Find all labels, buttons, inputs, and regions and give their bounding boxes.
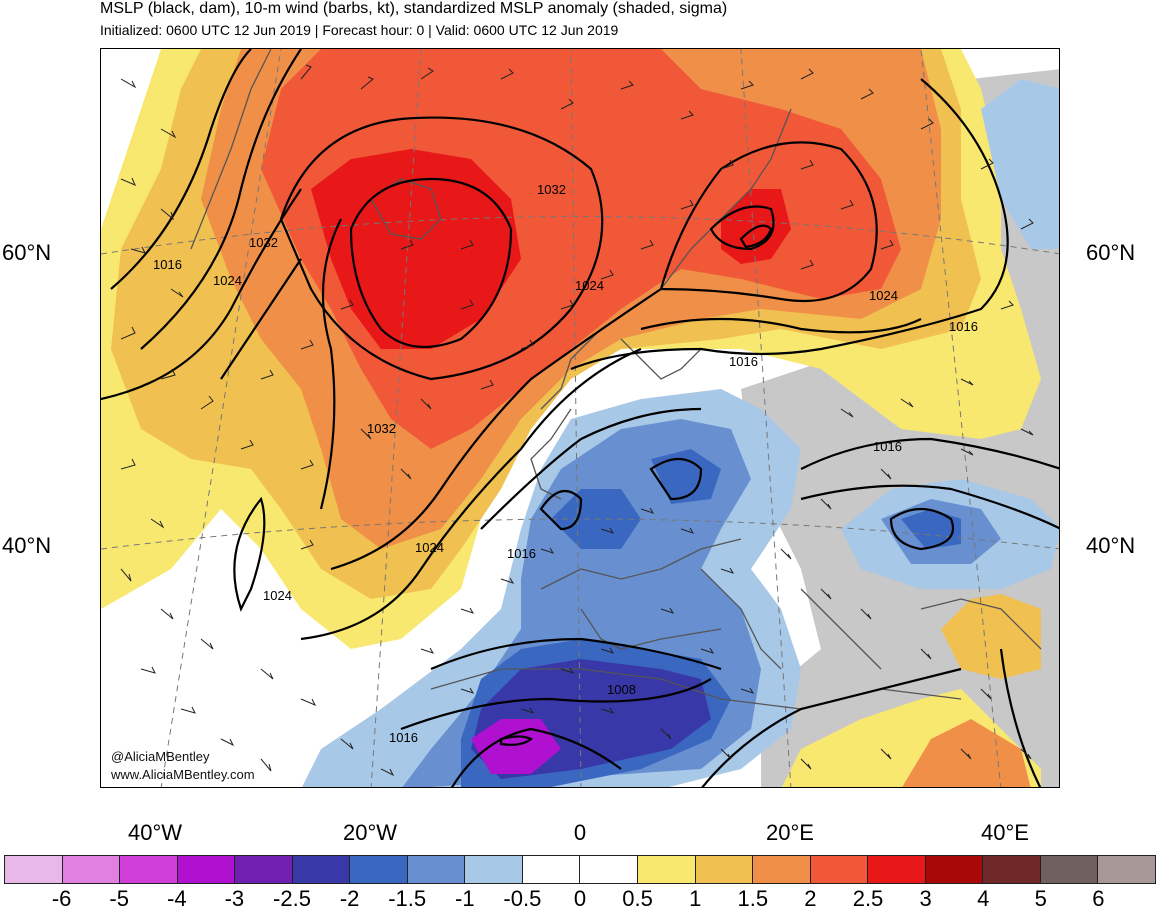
anomaly-neg-1.5-east — [901, 509, 961, 549]
colorbar-swatch — [349, 855, 407, 884]
colorbar-tick-label: 0 — [573, 886, 587, 911]
contour-label: 1024 — [213, 273, 242, 288]
contour-label: 1016 — [949, 319, 978, 334]
lat-label-right-40: 40°N — [1086, 533, 1136, 558]
map-panel: 1016 1024 1032 1032 1032 1024 1024 1016 … — [100, 48, 1060, 788]
contour-labels: 1016 1024 1032 1032 1032 1024 1024 1016 … — [153, 182, 978, 745]
lat-label-right-60: 60°N — [1086, 240, 1136, 265]
lon-label-20e: 20°E — [766, 820, 814, 845]
colorbar-swatch — [694, 855, 753, 884]
colorbar-tick-label: 2 — [804, 886, 817, 911]
contour-label: 1032 — [249, 235, 278, 250]
colorbar-tick-label: 2.5 — [852, 886, 884, 911]
lon-label-40w: 40°W — [127, 820, 183, 845]
colorbar-swatch — [982, 855, 1040, 884]
graticule — [101, 49, 1059, 787]
colorbar-swatch — [867, 855, 925, 884]
colorbar-tick-label: -6 — [51, 886, 72, 911]
colorbar-swatch — [579, 855, 638, 884]
colorbar-swatch — [234, 855, 292, 884]
contour-label: 1024 — [869, 288, 898, 303]
contour-label: 1032 — [537, 182, 566, 197]
anomaly-pos-se-2 — [902, 719, 1031, 787]
colorbar-swatch — [924, 855, 983, 884]
contour-label: 1032 — [367, 421, 396, 436]
colorbar-swatch — [4, 855, 62, 884]
colorbar-swatch — [176, 855, 235, 884]
credit-handle: @AliciaMBentley — [111, 749, 210, 764]
lon-label-20w: 20°W — [342, 820, 398, 845]
colorbar-tick-label: 3 — [919, 886, 932, 911]
colorbar-swatch — [291, 855, 350, 884]
isobars — [101, 49, 1059, 787]
lat-label-left-60: 60°N — [2, 240, 52, 265]
colorbar-tick-label: 5 — [1034, 886, 1047, 911]
map-subtitle: Initialized: 0600 UTC 12 Jun 2019 | Fore… — [100, 22, 619, 38]
colorbar-swatch — [809, 855, 868, 884]
colorbar-tick-label: -4 — [167, 886, 187, 911]
colorbar-tick-label: -5 — [109, 886, 129, 911]
colorbar-swatch — [1039, 855, 1098, 884]
credit-website: www.AliciaMBentley.com — [111, 767, 255, 782]
colorbar-tick-label: 1 — [689, 886, 702, 911]
colorbar-tick-label: -2 — [339, 886, 360, 911]
wind-barbs — [120, 64, 1034, 777]
map-canvas: 1016 1024 1032 1032 1032 1024 1024 1016 … — [101, 49, 1059, 787]
colorbar-tick-label: -0.5 — [503, 886, 542, 911]
colorbar-tick-label: -3 — [224, 886, 245, 911]
colorbar-swatch — [61, 855, 120, 884]
lon-label-40e: 40°E — [981, 820, 1029, 845]
anomaly-neg-3 — [471, 719, 561, 774]
colorbar-swatch — [464, 855, 522, 884]
contour-label: 1016 — [507, 546, 536, 561]
colorbar-tick-label: 4 — [977, 886, 990, 911]
contour-label: 1024 — [415, 540, 444, 555]
colorbar-swatch — [637, 855, 695, 884]
colorbar-tick-label: 1.5 — [737, 886, 769, 911]
lon-label-0: 0 — [573, 820, 587, 845]
colorbar-tick-label: 6 — [1092, 886, 1105, 911]
contour-label: 1024 — [575, 278, 604, 293]
colorbar-swatch — [119, 855, 177, 884]
colorbar-swatch — [752, 855, 810, 884]
lat-label-left-40: 40°N — [2, 533, 52, 558]
contour-label: 1008 — [607, 682, 636, 697]
contour-label: 1016 — [873, 439, 902, 454]
contour-label: 1016 — [153, 257, 182, 272]
colorbar-swatch — [521, 855, 580, 884]
contour-label: 1016 — [389, 730, 418, 745]
anomaly-colorbar — [4, 855, 1156, 884]
contour-label: 1016 — [729, 354, 758, 369]
map-title: MSLP (black, dam), 10-m wind (barbs, kt)… — [100, 0, 728, 17]
colorbar-tick-label: -1.5 — [388, 886, 427, 911]
anomaly-pos-east — [941, 594, 1041, 679]
anomaly-neg-0.5-ne — [981, 79, 1059, 249]
colorbar-swatch — [406, 855, 465, 884]
colorbar-swatch — [1097, 855, 1156, 884]
colorbar-tick-label: -1 — [455, 886, 475, 911]
contour-label: 1024 — [263, 588, 292, 603]
colorbar-tick-label: -2.5 — [273, 886, 311, 911]
colorbar-tick-label: 0.5 — [622, 886, 653, 911]
